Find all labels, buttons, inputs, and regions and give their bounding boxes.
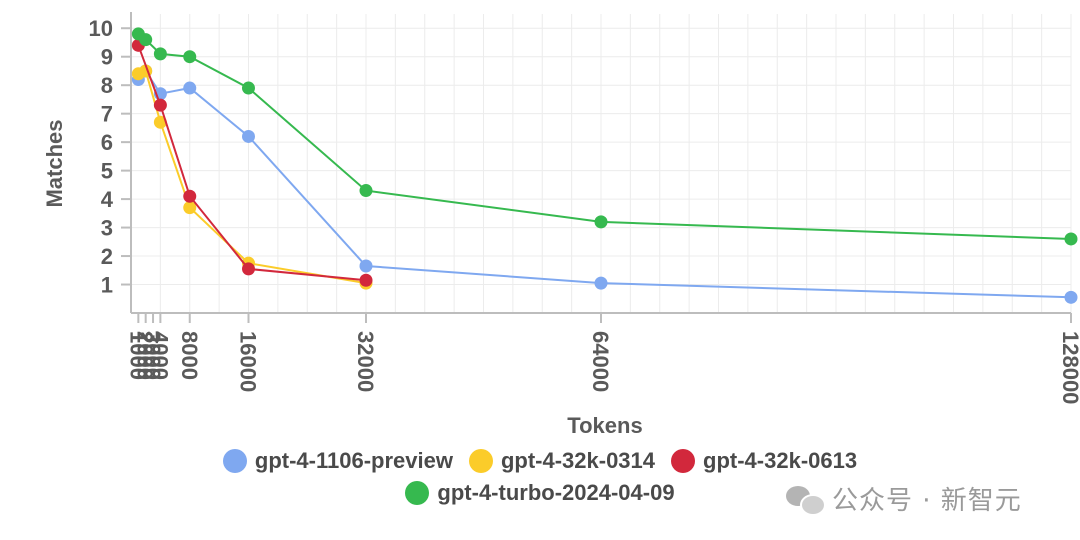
x-tick-label: 16000 — [236, 331, 261, 392]
watermark: 公众号 · 新智元 — [786, 480, 1022, 517]
x-tick-label: 2000 — [133, 331, 158, 380]
wechat-icon — [786, 484, 826, 516]
x-tick-label: 8000 — [177, 331, 202, 380]
y-tick-label: 8 — [101, 73, 113, 98]
data-point — [242, 81, 255, 95]
legend-label: gpt-4-1106-preview — [254, 448, 453, 473]
x-tick-label: 3000 — [140, 331, 165, 380]
y-axis-ticks: 1 2 3 4 5 6 7 8 9 10 — [89, 16, 131, 298]
watermark-text: 公众号 · 新智元 — [832, 486, 1022, 516]
legend-dot-icon — [405, 481, 430, 505]
y-tick-label: 10 — [89, 16, 113, 41]
data-point — [183, 81, 197, 95]
legend-row-2: gpt-4-turbo-2024-04-09 — [0, 480, 1080, 506]
data-point — [183, 50, 197, 64]
legend-item-gpt-4-32k-0314[interactable]: gpt-4-32k-0314 — [468, 448, 656, 474]
legend-item-gpt-4-1106-preview[interactable]: gpt-4-1106-preview — [222, 448, 453, 474]
x-tick-label: 32000 — [353, 331, 378, 392]
legend-dot-icon — [671, 449, 696, 473]
data-point — [359, 273, 373, 287]
data-point — [359, 184, 373, 198]
data-point — [594, 215, 608, 229]
y-tick-label: 2 — [101, 244, 113, 269]
y-tick-label: 7 — [101, 102, 113, 127]
x-tick-label: 4000 — [147, 331, 172, 380]
data-point — [153, 98, 167, 112]
x-tick-label: 128000 — [1058, 331, 1080, 404]
legend-dot-icon — [468, 449, 493, 473]
x-tick-label: 64000 — [588, 331, 613, 392]
legend-label: gpt-4-32k-0314 — [500, 448, 656, 473]
y-axis-title: Matches — [42, 119, 67, 207]
series-line — [137, 44, 367, 282]
series-gpt-4-turbo-2024-04-09 — [131, 27, 1078, 246]
legend-item-gpt-4-turbo-2024-04-09[interactable]: gpt-4-turbo-2024-04-09 — [405, 480, 675, 506]
data-point — [139, 33, 153, 47]
data-point — [153, 115, 167, 129]
legend-row-1: gpt-4-1106-preview gpt-4-32k-0314 gpt-4-… — [0, 448, 1080, 474]
y-tick-label: 4 — [101, 187, 114, 212]
data-point — [1064, 232, 1078, 246]
legend-item-gpt-4-32k-0613[interactable]: gpt-4-32k-0613 — [671, 448, 857, 474]
data-point — [183, 189, 197, 203]
series-line — [137, 69, 367, 285]
x-axis-title: Tokens — [567, 413, 642, 438]
legend-dot-icon — [222, 449, 247, 473]
data-point — [359, 259, 373, 273]
y-tick-label: 9 — [101, 45, 113, 70]
series-group — [131, 27, 1078, 304]
data-point — [153, 47, 167, 61]
y-tick-label: 5 — [101, 159, 113, 184]
legend-label: gpt-4-turbo-2024-04-09 — [437, 480, 675, 505]
legend-label: gpt-4-32k-0613 — [703, 448, 858, 473]
legend: gpt-4-1106-preview gpt-4-32k-0314 gpt-4-… — [0, 448, 1080, 512]
data-point — [594, 276, 608, 290]
data-point — [242, 262, 255, 276]
data-point — [242, 129, 255, 143]
grid-lines — [130, 14, 1072, 313]
y-tick-label: 3 — [101, 216, 113, 241]
data-point — [183, 201, 197, 215]
data-point — [1064, 290, 1078, 304]
y-tick-label: 1 — [101, 273, 113, 298]
y-tick-label: 6 — [101, 130, 113, 155]
x-tick-label: 1000 — [125, 331, 150, 380]
